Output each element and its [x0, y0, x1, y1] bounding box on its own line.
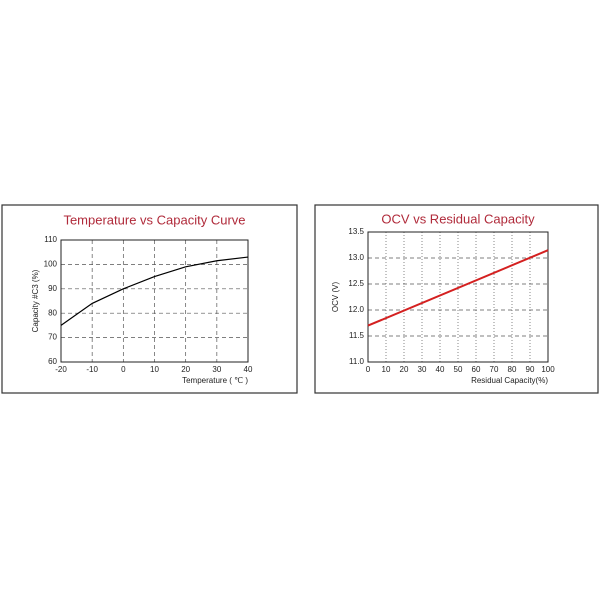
- x-tick-label: 0: [366, 365, 371, 374]
- x-tick-label: 10: [150, 365, 159, 374]
- plot-frame: [367, 231, 549, 363]
- y-tick-label: 12.0: [348, 305, 364, 314]
- chart-frame: [314, 204, 599, 394]
- x-axis-label: Residual Capacity(%): [471, 376, 548, 385]
- y-tick-label: 110: [44, 235, 57, 244]
- x-tick-label: 90: [526, 365, 535, 374]
- y-tick-label: 80: [48, 308, 57, 317]
- y-tick-label: 11.5: [349, 331, 365, 340]
- x-tick-label: 50: [454, 365, 463, 374]
- x-tick-label: 40: [436, 365, 445, 374]
- x-tick-label: 30: [418, 365, 427, 374]
- data-line: [367, 249, 549, 327]
- y-axis-label: Capacity #C3 (%): [31, 269, 40, 332]
- x-axis-label: Temperature ( ℃ ): [182, 376, 248, 385]
- x-tick-label: -10: [86, 365, 98, 374]
- x-tick-label: 80: [508, 365, 517, 374]
- y-tick-label: 60: [48, 357, 57, 366]
- x-tick-label: 70: [490, 365, 499, 374]
- y-tick-label: 13.5: [348, 227, 364, 236]
- chart-title: OCV vs Residual Capacity: [381, 211, 535, 226]
- x-tick-label: 30: [212, 365, 221, 374]
- y-tick-label: 100: [44, 260, 58, 269]
- x-tick-label: 20: [400, 365, 409, 374]
- y-tick-label: 11.0: [349, 357, 365, 366]
- x-tick-label: 40: [244, 365, 253, 374]
- chart-title: Temperature vs Capacity Curve: [63, 212, 245, 227]
- y-tick-label: 90: [48, 284, 57, 293]
- y-tick-label: 70: [48, 333, 57, 342]
- y-tick-label: 12.5: [348, 279, 364, 288]
- x-tick-label: 20: [181, 365, 190, 374]
- y-tick-label: 13.0: [348, 253, 364, 262]
- x-tick-label: 0: [121, 365, 126, 374]
- x-tick-label: 100: [541, 365, 555, 374]
- x-tick-label: 10: [382, 365, 391, 374]
- data-line: [60, 256, 249, 326]
- chart-frame: [1, 204, 298, 394]
- plot-frame: [60, 239, 249, 363]
- x-tick-label: 60: [472, 365, 481, 374]
- x-tick-label: -20: [55, 365, 67, 374]
- y-axis-label: OCV (V): [331, 282, 340, 313]
